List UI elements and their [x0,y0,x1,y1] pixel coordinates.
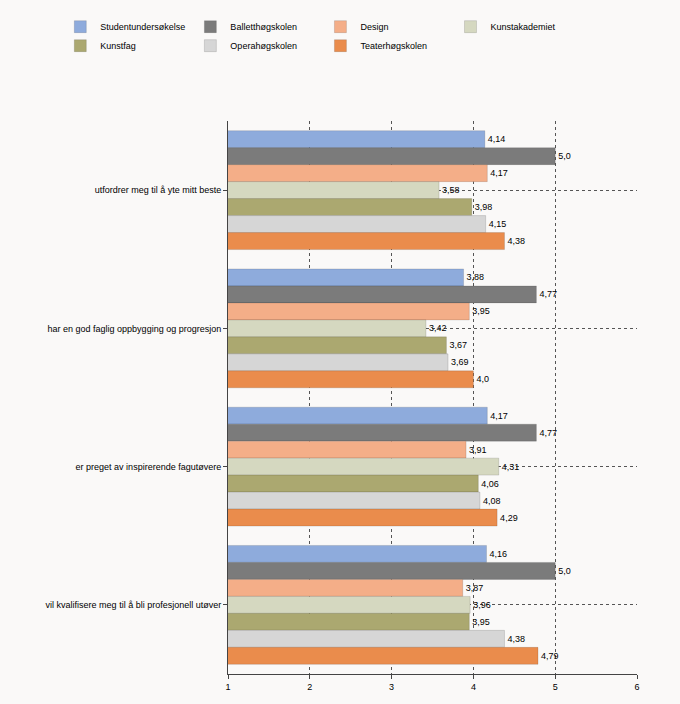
svg-text:4,31: 4,31 [502,462,520,472]
svg-text:4,38: 4,38 [507,236,525,246]
svg-text:4,06: 4,06 [481,479,499,489]
svg-text:4,16: 4,16 [489,549,507,559]
svg-text:har en god faglig oppbygging o: har en god faglig oppbygging og progresj… [48,324,222,334]
svg-text:er preget av inspirerende fagu: er preget av inspirerende fagutøvere [76,462,222,472]
svg-text:4,0: 4,0 [476,374,489,384]
svg-text:3,87: 3,87 [466,583,484,593]
svg-text:3,88: 3,88 [467,272,485,282]
svg-text:4,77: 4,77 [539,428,557,438]
svg-text:Operahøgskolen: Operahøgskolen [230,41,297,51]
svg-text:3,69: 3,69 [451,357,469,367]
svg-text:Teaterhøgskolen: Teaterhøgskolen [360,41,427,51]
svg-text:4,15: 4,15 [489,219,507,229]
svg-text:5: 5 [553,682,558,692]
svg-text:3,91: 3,91 [469,445,487,455]
svg-text:Design: Design [360,22,388,32]
svg-text:3,58: 3,58 [442,185,460,195]
svg-text:3,95: 3,95 [472,617,490,627]
svg-text:4,08: 4,08 [483,496,501,506]
svg-text:Kunstakademiet: Kunstakademiet [490,22,555,32]
svg-text:3,96: 3,96 [473,600,491,610]
svg-text:4,38: 4,38 [507,634,525,644]
svg-text:4,14: 4,14 [488,134,506,144]
svg-text:4,79: 4,79 [541,651,559,661]
svg-text:vil kvalifisere meg til å bli: vil kvalifisere meg til å bli profesjone… [46,600,222,610]
svg-text:3,67: 3,67 [449,340,467,350]
svg-text:4,17: 4,17 [490,411,508,421]
svg-text:Balletthøgskolen: Balletthøgskolen [230,22,297,32]
svg-text:Kunstfag: Kunstfag [100,41,136,51]
svg-text:4,29: 4,29 [500,513,518,523]
svg-text:2: 2 [307,682,312,692]
svg-text:utfordrer meg til å yte mitt b: utfordrer meg til å yte mitt beste [95,185,222,195]
svg-text:5,0: 5,0 [558,566,571,576]
svg-text:4: 4 [471,682,476,692]
svg-text:5,0: 5,0 [558,151,571,161]
svg-text:3,98: 3,98 [475,202,493,212]
svg-text:Studentundersøkelse: Studentundersøkelse [100,22,185,32]
svg-text:3,95: 3,95 [472,306,490,316]
svg-text:4,17: 4,17 [490,168,508,178]
svg-text:3: 3 [389,682,394,692]
svg-text:6: 6 [634,682,639,692]
svg-text:1: 1 [225,682,230,692]
svg-text:4,77: 4,77 [539,289,557,299]
svg-text:3,42: 3,42 [429,323,447,333]
